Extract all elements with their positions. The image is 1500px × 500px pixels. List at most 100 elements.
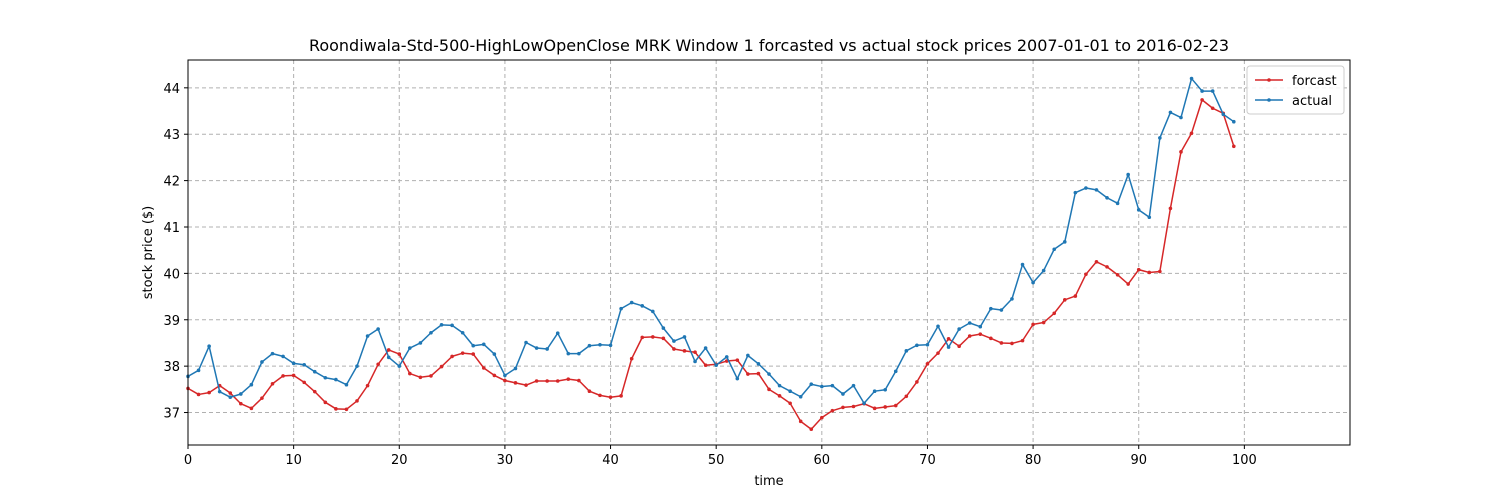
data-point-forcast: [270, 381, 275, 386]
data-point-actual: [524, 340, 528, 345]
data-point-actual: [429, 330, 433, 335]
legend: forcast actual: [1246, 65, 1345, 115]
x-tick-label: 100: [1232, 453, 1257, 468]
data-point-actual: [1158, 136, 1162, 140]
data-point-actual: [481, 342, 486, 347]
y-tick-label: 42: [163, 175, 180, 190]
data-point-actual: [640, 304, 645, 308]
x-tick-label: 40: [602, 453, 619, 468]
data-point-forcast: [503, 378, 507, 383]
data-point-actual: [460, 330, 465, 335]
data-point-actual: [1136, 208, 1141, 212]
data-point-actual: [1115, 201, 1120, 206]
data-point-forcast: [281, 374, 285, 378]
data-point-actual: [1084, 186, 1088, 190]
data-point-forcast: [1020, 338, 1025, 343]
data-point-actual: [239, 392, 243, 396]
data-point-actual: [386, 355, 391, 360]
data-point-forcast: [1126, 282, 1130, 286]
data-point-forcast: [1147, 270, 1152, 275]
data-point-forcast: [978, 332, 983, 336]
x-tick-label: 30: [497, 453, 514, 468]
data-point-actual: [724, 355, 729, 359]
data-point-forcast: [291, 373, 296, 378]
legend-box: [1246, 65, 1345, 115]
data-point-forcast: [376, 362, 380, 367]
data-point-forcast: [471, 352, 476, 356]
x-tick-label: 10: [285, 453, 302, 468]
data-point-actual: [925, 343, 930, 347]
data-point-actual: [957, 327, 961, 331]
data-point-actual: [376, 327, 380, 331]
data-point-forcast: [872, 406, 877, 411]
data-point-forcast: [1232, 144, 1236, 149]
data-point-forcast: [260, 396, 264, 400]
data-point-forcast: [239, 401, 243, 406]
data-point-actual: [989, 306, 993, 311]
y-tick-label: 43: [163, 128, 180, 143]
data-point-forcast: [946, 336, 951, 341]
x-tick-label: 50: [708, 453, 725, 468]
data-point-forcast: [851, 404, 856, 409]
data-point-actual: [1189, 76, 1194, 81]
data-point-forcast: [344, 407, 349, 412]
data-point-actual: [841, 392, 845, 396]
data-point-forcast: [809, 427, 814, 432]
data-point-forcast: [1189, 131, 1194, 136]
data-point-forcast: [439, 364, 444, 369]
x-tick-label: 90: [1130, 453, 1147, 468]
data-point-actual: [397, 364, 402, 368]
data-point-forcast: [1136, 267, 1141, 272]
data-point-forcast: [703, 363, 708, 368]
data-point-forcast: [365, 383, 370, 388]
data-point-forcast: [429, 374, 433, 378]
data-point-forcast: [1041, 320, 1046, 325]
data-point-actual: [714, 363, 718, 368]
data-point-actual: [555, 331, 560, 336]
data-point-actual: [629, 300, 634, 305]
data-point-actual: [904, 349, 909, 353]
data-point-actual: [260, 360, 264, 364]
data-point-actual: [598, 343, 602, 347]
data-point-actual: [566, 351, 571, 356]
data-point-actual: [661, 326, 666, 330]
data-point-actual: [408, 346, 412, 350]
legend-marker-forcast: [1267, 78, 1271, 82]
data-point-actual: [534, 346, 539, 350]
data-point-forcast: [661, 336, 666, 341]
data-point-forcast: [587, 389, 592, 393]
data-point-forcast: [513, 381, 518, 385]
y-axis-label: stock price ($): [141, 206, 156, 300]
data-point-actual: [323, 375, 328, 380]
data-point-actual: [577, 351, 581, 356]
data-point-forcast: [1168, 206, 1173, 211]
legend-item-forcast: forcast: [1255, 74, 1337, 89]
data-point-actual: [883, 388, 887, 392]
data-point-actual: [545, 347, 549, 351]
data-point-forcast: [957, 344, 961, 348]
data-point-forcast: [693, 350, 697, 355]
y-tick-label: 38: [163, 360, 180, 375]
data-point-actual: [1210, 89, 1215, 93]
data-point-forcast: [386, 348, 391, 352]
data-point-forcast: [651, 335, 655, 339]
data-point-actual: [915, 343, 919, 348]
data-point-forcast: [999, 341, 1004, 345]
data-point-forcast: [566, 377, 571, 381]
data-point-actual: [967, 321, 972, 325]
data-point-actual: [851, 383, 856, 388]
data-point-actual: [1094, 188, 1099, 192]
data-point-forcast: [967, 334, 972, 338]
data-point-actual: [344, 382, 349, 387]
data-point-actual: [1041, 268, 1046, 273]
grid: [187, 60, 1350, 445]
data-point-actual: [1105, 195, 1109, 200]
data-point-actual: [608, 343, 613, 348]
data-point-forcast: [418, 375, 423, 380]
ticks: 0 10 20 30 40 50 60 70 80 90 100 37 38 39 40 41 42 43 44: [163, 82, 1256, 468]
chart-title: Roondiwala-Std-500-HighLowOpenClose MRK …: [309, 36, 1229, 55]
data-point-actual: [1232, 119, 1236, 124]
y-tick-label: 44: [163, 82, 180, 97]
data-point-actual: [1062, 240, 1067, 244]
data-point-actual: [798, 394, 803, 399]
